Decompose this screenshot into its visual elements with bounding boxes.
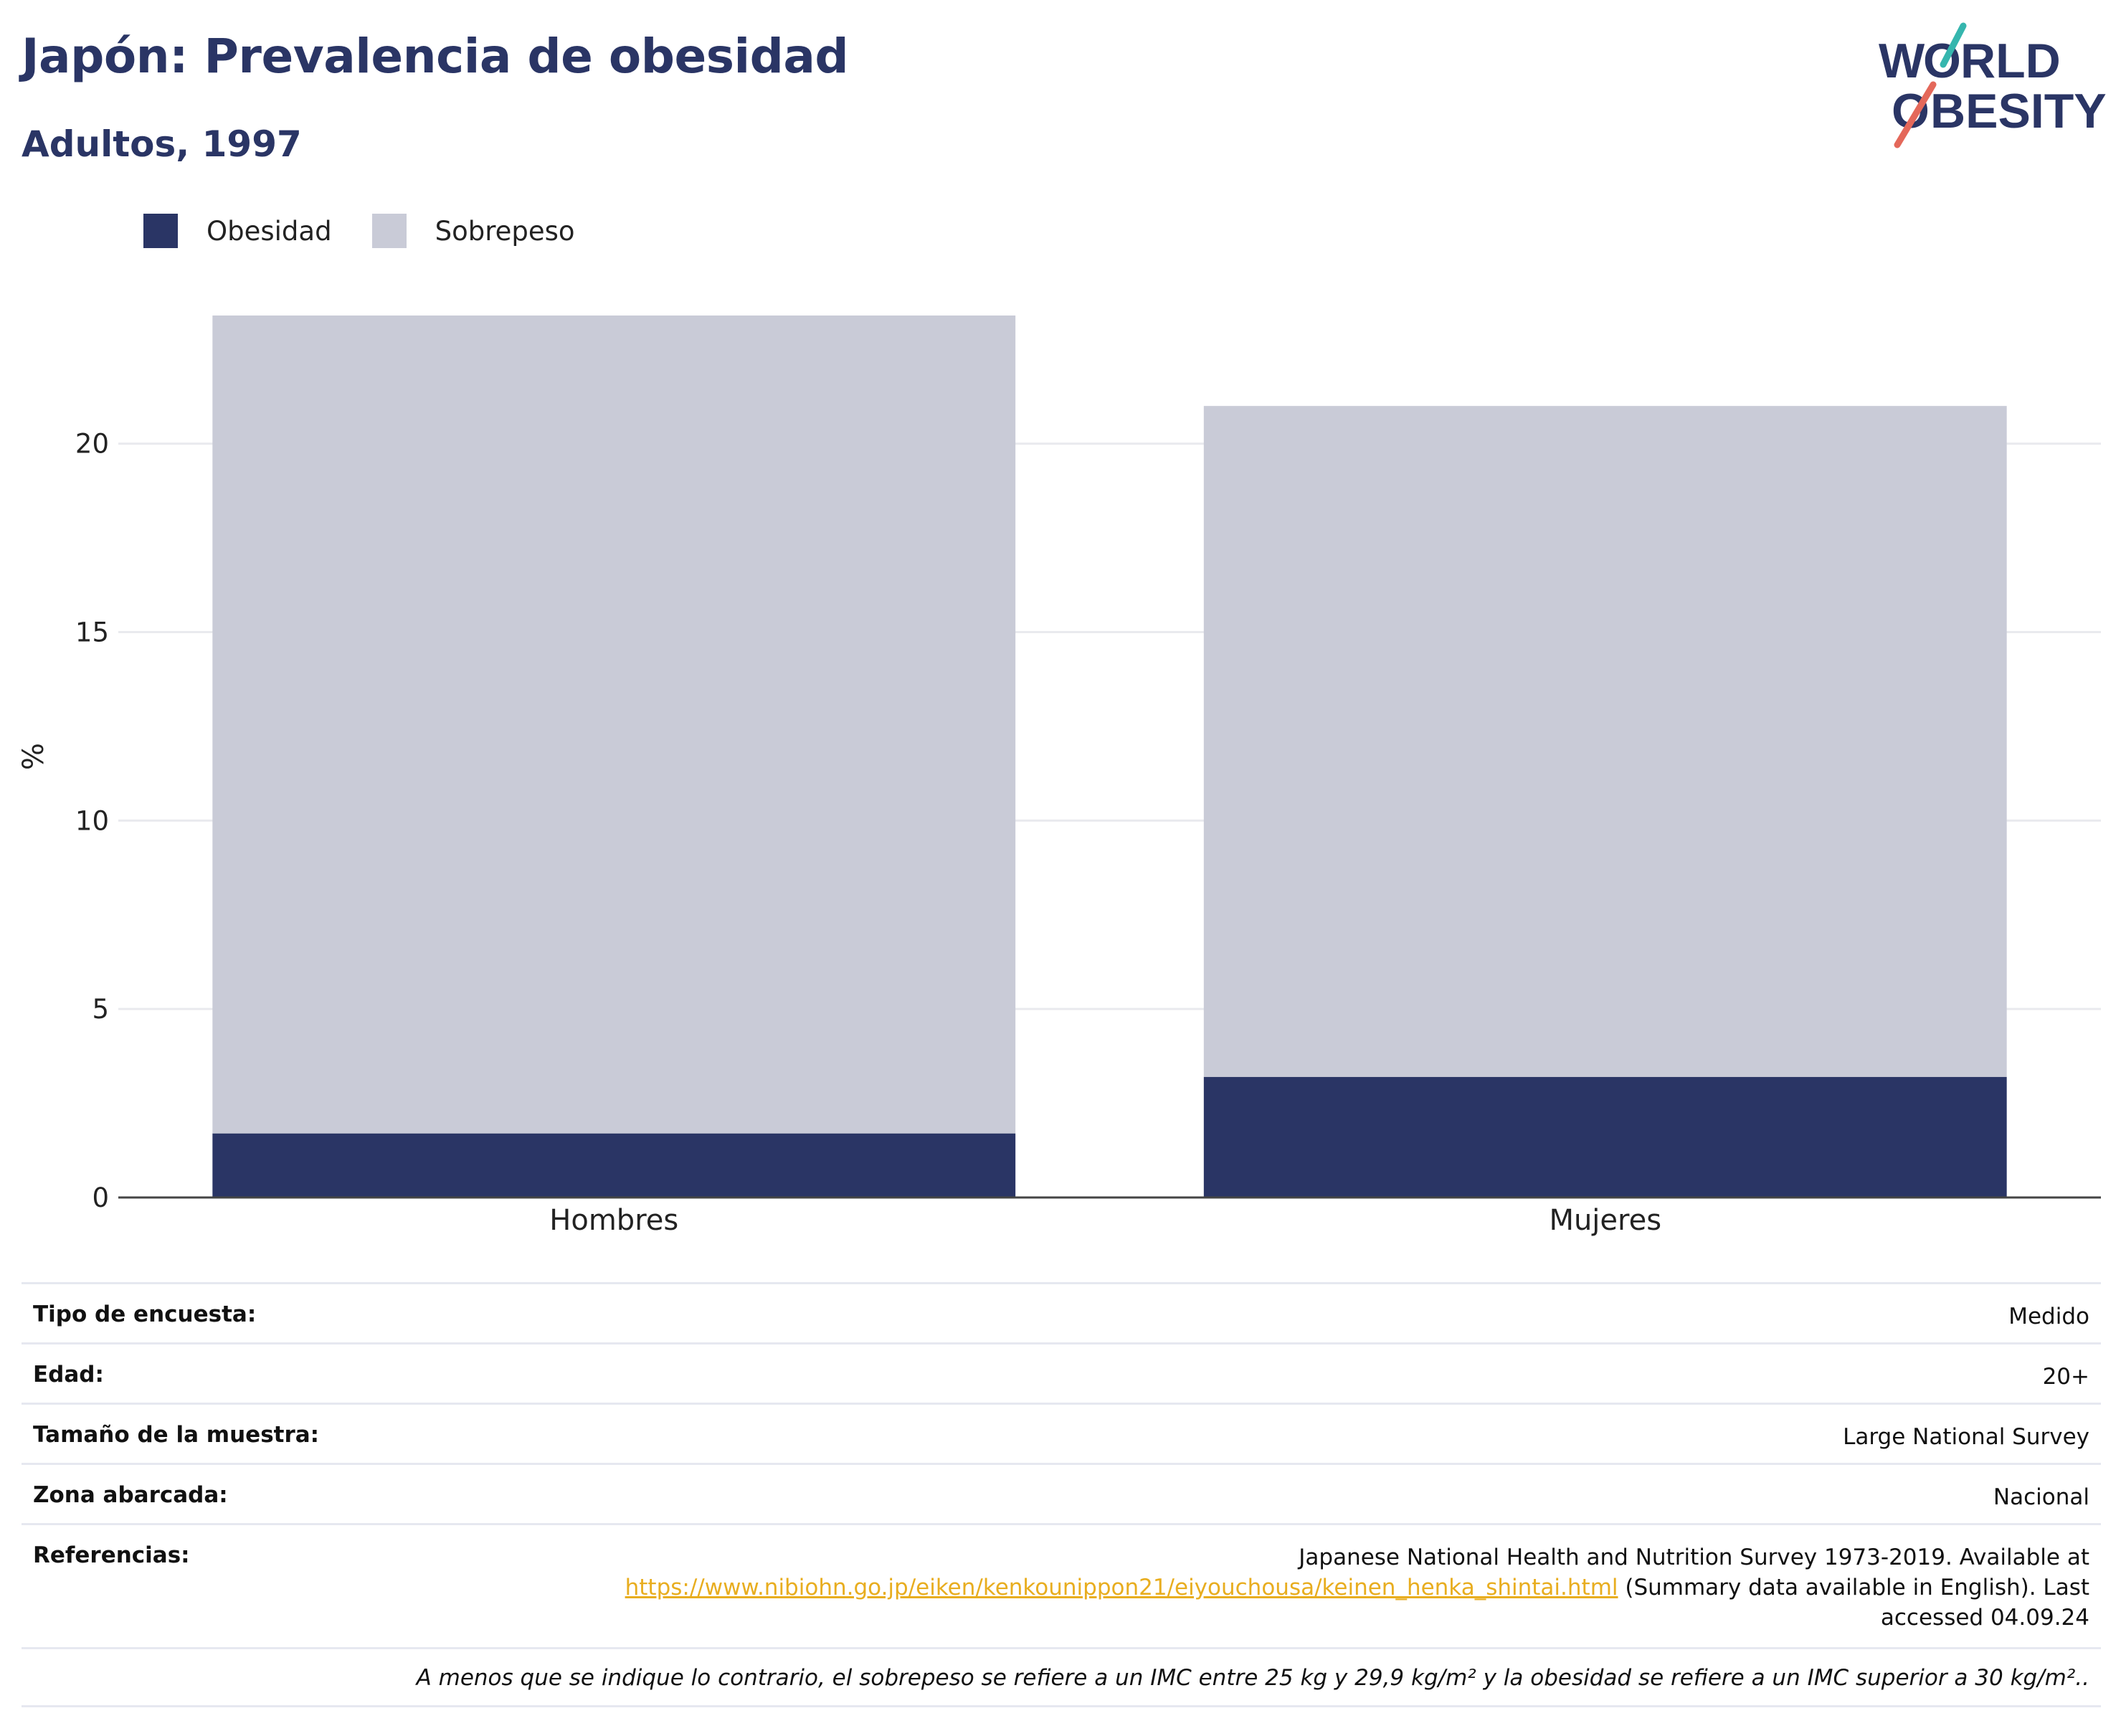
legend-swatch-sobrepeso bbox=[371, 214, 407, 248]
references-value: Japanese National Health and Nutrition S… bbox=[625, 1542, 2089, 1633]
legend-swatch-obesidad bbox=[143, 214, 178, 248]
bar-obesidad-hombres bbox=[212, 1133, 1016, 1197]
info-key: Tipo de encuesta: bbox=[33, 1301, 257, 1327]
info-row-references: Referencias: Japanese National Health an… bbox=[22, 1523, 2101, 1647]
bmi-note-row: A menos que se indique lo contrario, el … bbox=[22, 1647, 2101, 1707]
legend-label-obesidad: Obesidad bbox=[207, 215, 332, 247]
y-tick-label: 20 bbox=[75, 429, 109, 460]
legend-item-obesidad[interactable]: Obesidad bbox=[143, 214, 332, 248]
references-accessed: accessed 04.09.24 bbox=[1880, 1605, 2089, 1631]
info-key: Zona abarcada: bbox=[33, 1482, 228, 1508]
x-tick-label: Mujeres bbox=[1549, 1204, 1661, 1237]
references-text: Japanese National Health and Nutrition S… bbox=[1299, 1545, 2089, 1570]
info-value: Nacional bbox=[1993, 1484, 2089, 1510]
info-row-sample-size: Tamaño de la muestra: Large National Sur… bbox=[22, 1403, 2101, 1463]
stacked-bar-chart: 0 5 10 15 20% Hombres Mujeres bbox=[17, 316, 2101, 1237]
bar-sobrepeso-mujeres bbox=[1203, 406, 2007, 1077]
chart-legend: Obesidad Sobrepeso bbox=[143, 214, 615, 248]
svg-text:BESITY: BESITY bbox=[1930, 84, 2107, 138]
bar-obesidad-mujeres bbox=[1203, 1076, 2007, 1197]
svg-text:W: W bbox=[1879, 34, 1925, 88]
y-tick-label: 15 bbox=[75, 617, 109, 648]
y-tick-label: 5 bbox=[92, 994, 109, 1025]
references-text-after: (Summary data available in English). Las… bbox=[1618, 1575, 2089, 1600]
y-axis-label: % bbox=[17, 743, 50, 770]
bmi-note: A menos que se indique lo contrario, el … bbox=[416, 1665, 2089, 1691]
info-key: Edad: bbox=[33, 1362, 104, 1388]
references-link[interactable]: https://www.nibiohn.go.jp/eiken/kenkouni… bbox=[625, 1575, 1618, 1600]
page-title: Japón: Prevalencia de obesidad bbox=[22, 29, 849, 84]
y-tick-label: 0 bbox=[92, 1182, 109, 1213]
info-row-survey-type: Tipo de encuesta: Medido bbox=[22, 1282, 2101, 1342]
x-tick-label: Hombres bbox=[549, 1204, 678, 1237]
info-value: Medido bbox=[2008, 1304, 2089, 1329]
info-row-age: Edad: 20+ bbox=[22, 1342, 2101, 1403]
page-subtitle: Adultos, 1997 bbox=[22, 123, 302, 165]
info-value: Large National Survey bbox=[1843, 1424, 2089, 1450]
info-row-area: Zona abarcada: Nacional bbox=[22, 1463, 2101, 1523]
world-obesity-logo: W O RLD O BESITY bbox=[1879, 22, 2107, 148]
legend-item-sobrepeso[interactable]: Sobrepeso bbox=[371, 214, 575, 248]
bar-sobrepeso-hombres bbox=[212, 316, 1016, 1134]
legend-label-sobrepeso: Sobrepeso bbox=[435, 215, 575, 247]
svg-text:RLD: RLD bbox=[1960, 34, 2061, 88]
info-value: 20+ bbox=[2042, 1364, 2089, 1390]
svg-text:O: O bbox=[1892, 84, 1930, 138]
y-tick-label: 10 bbox=[75, 805, 109, 836]
info-key: Referencias: bbox=[33, 1542, 190, 1568]
survey-info-table: Tipo de encuesta: Medido Edad: 20+ Tamañ… bbox=[22, 1282, 2101, 1707]
info-key: Tamaño de la muestra: bbox=[33, 1422, 320, 1448]
